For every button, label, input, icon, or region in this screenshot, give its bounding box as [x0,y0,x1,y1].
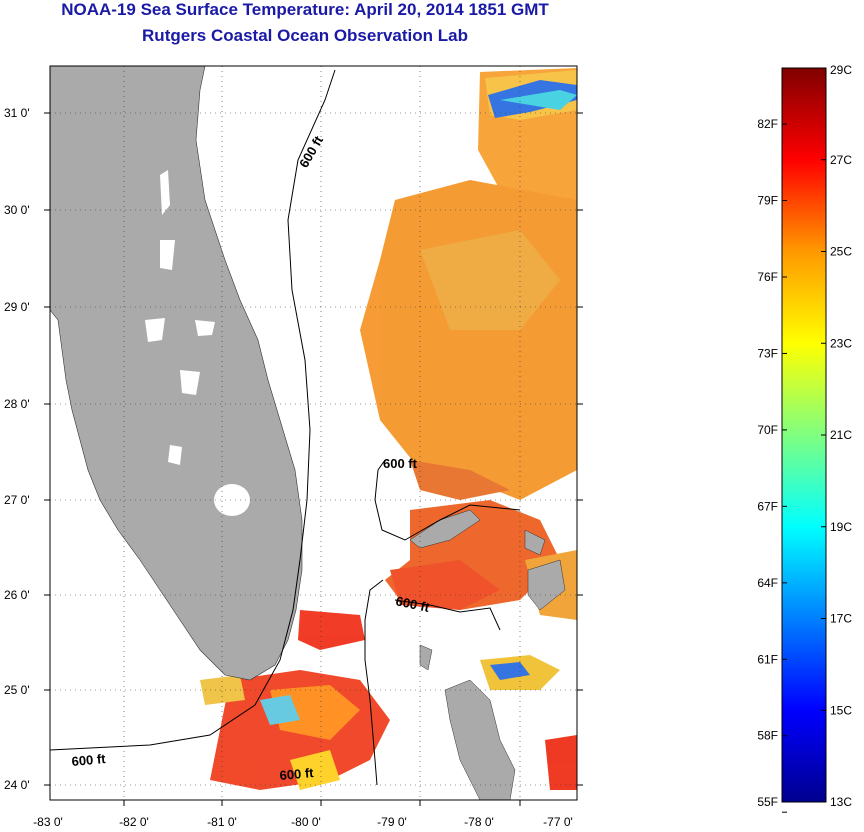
colorbar-label-fahrenheit: 67F [757,499,778,513]
bahamas-banks [409,509,566,800]
sst-patches [200,68,577,790]
colorbar-label-celsius: 23C [830,336,852,350]
lon-tick-label: -83 0' [33,815,63,829]
colorbar-label-celsius: 19C [830,520,852,534]
contour-label-mid: 600 ft [383,456,418,471]
colorbar-label-fahrenheit: 55F [757,795,778,809]
lat-tick-label: 27 0' [4,493,30,507]
land-cloud-gaps [145,170,215,465]
lat-tick-label: 31 0' [4,106,30,120]
lat-tick-label: 25 0' [4,683,30,697]
colorbar-label-fahrenheit: 73F [757,346,778,360]
lon-tick-label: -78 0' [464,815,494,829]
isobath-contours [50,69,521,786]
colorbar-label-fahrenheit: 76F [757,270,778,284]
lon-tick-label: -77 0' [543,815,573,829]
colorbar-label-fahrenheit: 70F [757,423,778,437]
lake-okeechobee [214,484,250,516]
lat-tick-labels: 31 0' 30 0' 29 0' 28 0' 27 0' 26 0' 25 0… [4,106,30,792]
lon-tick-labels: -83 0' -82 0' -81 0' -80 0' -79 0' -78 0… [33,815,573,829]
lat-tick-label: 29 0' [4,300,30,314]
lat-tick-label: 24 0' [4,778,30,792]
colorbar-label-celsius: 27C [830,153,852,167]
map-title: NOAA-19 Sea Surface Temperature: April 2… [61,0,549,19]
colorbar-label-fahrenheit: 61F [757,652,778,666]
colorbar-label-fahrenheit: 64F [757,576,778,590]
colorbar-label-fahrenheit: 79F [757,194,778,208]
lon-tick-label: -81 0' [207,815,237,829]
colorbar-label-fahrenheit: 82F [757,117,778,131]
contour-label-bahamas: 600 ft [394,593,431,615]
florida-landmass [50,66,303,681]
contour-label-southwest: 600 ft [71,751,107,769]
lat-tick-label: 26 0' [4,588,30,602]
colorbar [781,67,827,803]
colorbar-labels: 29C 27C 25C 23C 21C 19C 17C 15C 13C 82F 79F 76F 73F 7… [757,63,852,809]
lon-tick-label: -79 0' [377,815,407,829]
contour-label-south: 600 ft [279,765,315,783]
colorbar-label-celsius: 13C [830,795,852,809]
tick-marks [44,112,583,806]
colorbar-label-celsius: 29C [830,63,852,77]
colorbar-label-celsius: 17C [830,612,852,626]
lon-tick-label: -82 0' [119,815,149,829]
lon-tick-label: -80 0' [291,815,321,829]
colorbar-label-fahrenheit: 58F [757,729,778,743]
colorbar-label-celsius: 15C [830,703,852,717]
lat-tick-label: 30 0' [4,203,30,217]
lat-tick-label: 28 0' [4,397,30,411]
colorbar-label-celsius: 21C [830,428,852,442]
colorbar-label-celsius: 25C [830,245,852,259]
map-subtitle: Rutgers Coastal Ocean Observation Lab [142,26,468,45]
map-frame [49,65,578,801]
colorbar-ticks [782,67,826,813]
